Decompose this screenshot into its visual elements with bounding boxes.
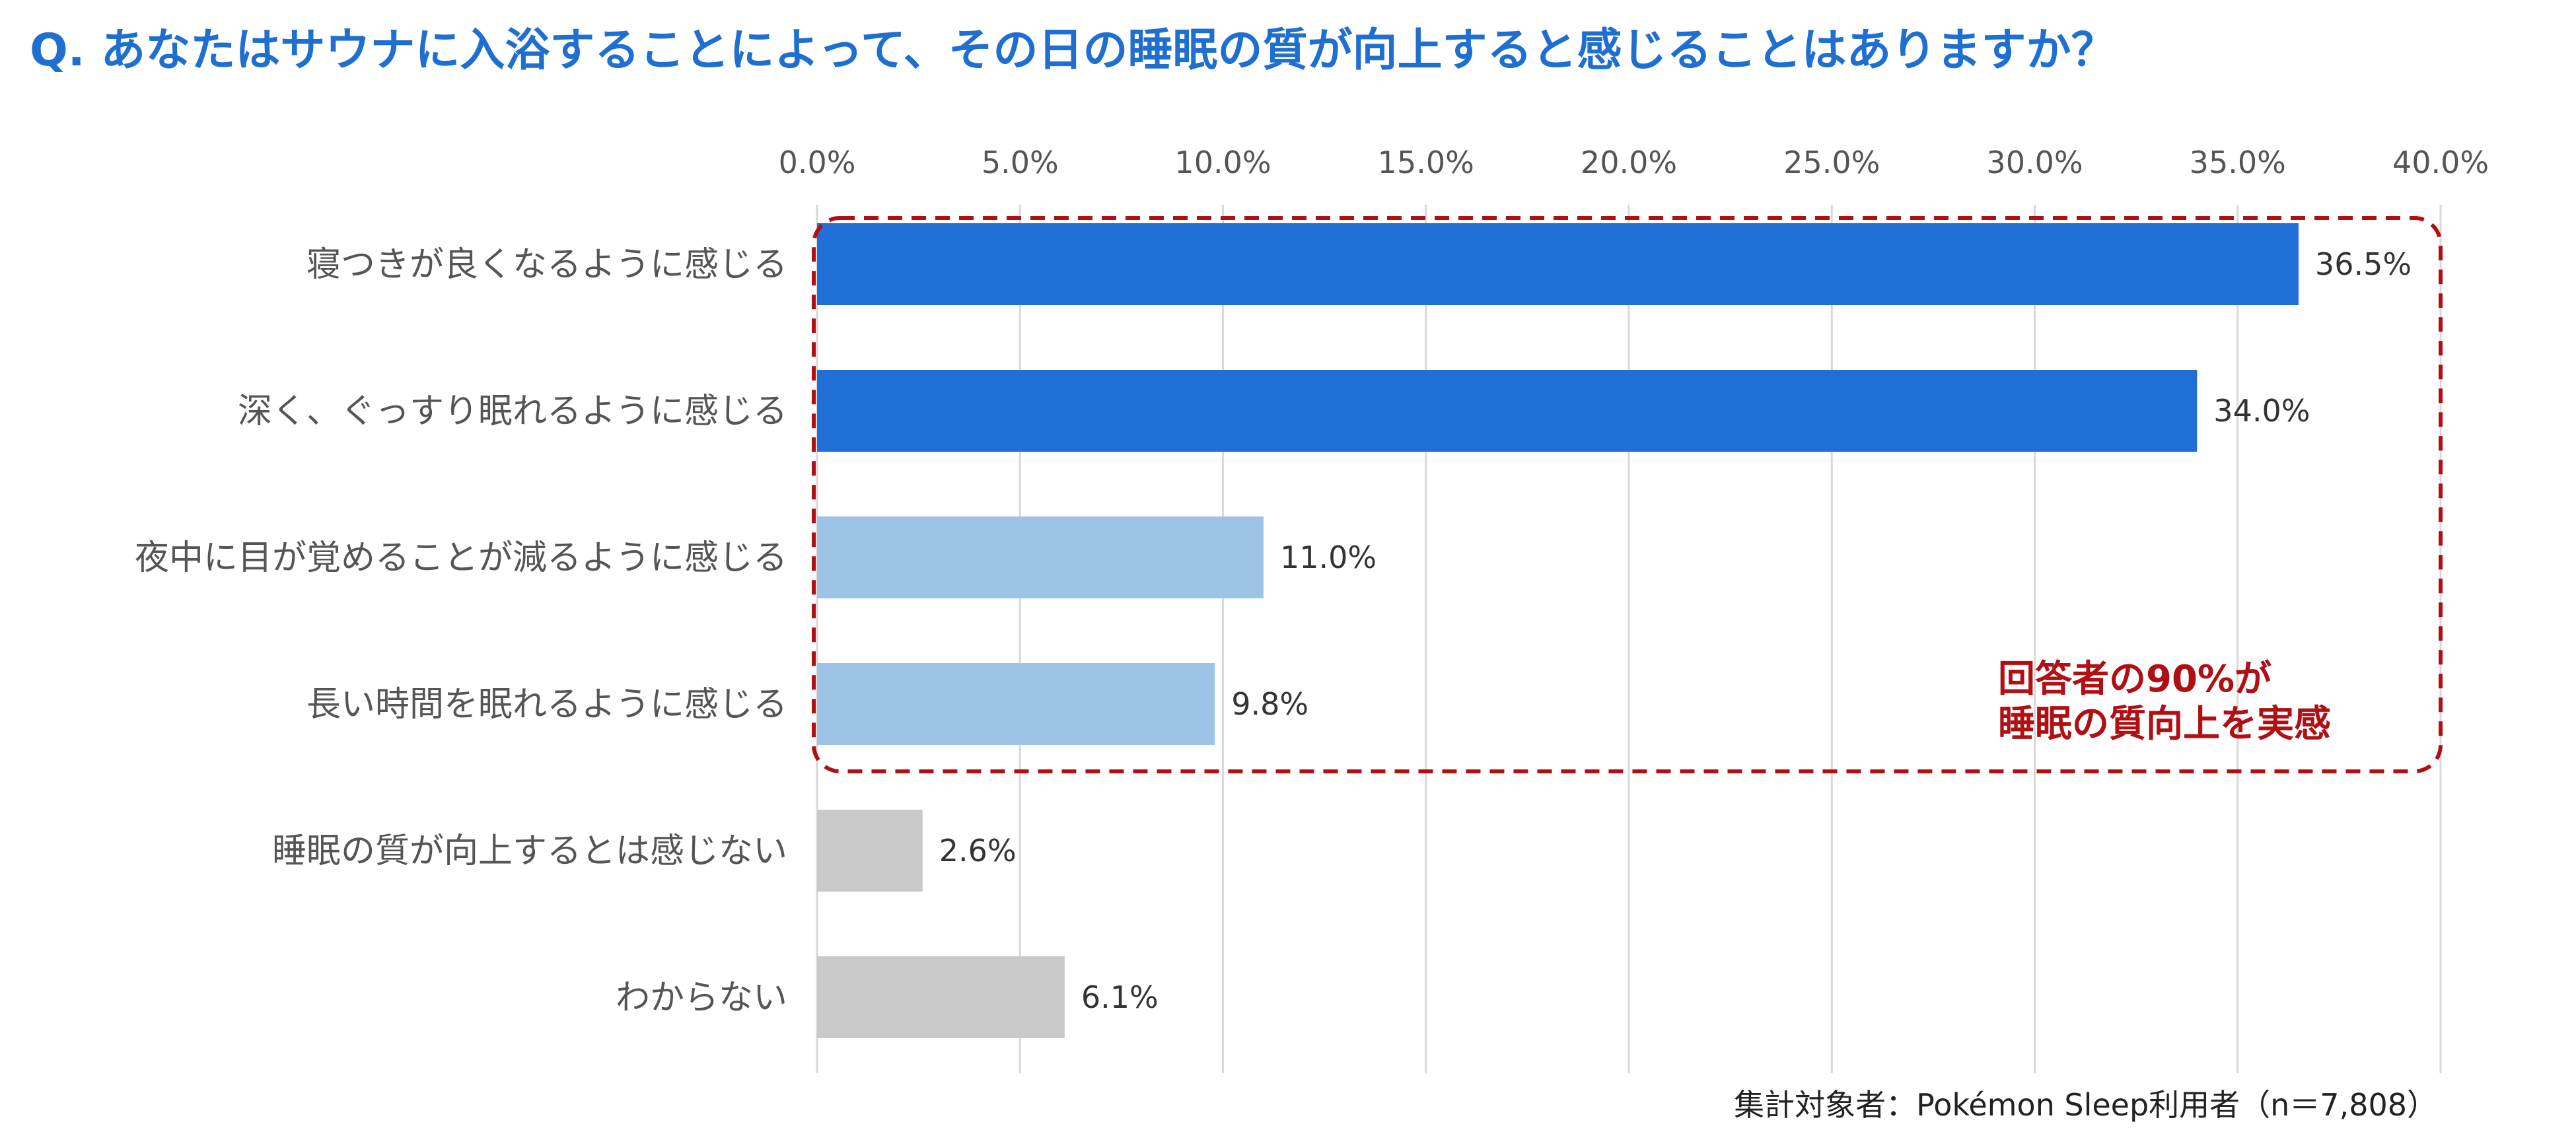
x-tick-label: 35.0% [2190, 145, 2286, 180]
value-label: 2.6% [939, 833, 1017, 868]
x-tick-label: 10.0% [1174, 145, 1271, 180]
category-label: わからない [616, 978, 787, 1018]
bar [817, 810, 923, 892]
page-title: Q. あなたはサウナに入浴することによって、その日の睡眠の質が向上すると感じるこ… [30, 24, 2116, 77]
category-label: 睡眠の質が向上するとは感じない [272, 831, 787, 871]
x-tick-label: 25.0% [1783, 145, 1880, 180]
bar [817, 663, 1215, 745]
x-tick-label: 5.0% [982, 145, 1059, 180]
category-label: 夜中に目が覚めることが減るように感じる [135, 538, 787, 578]
category-label: 長い時間を眠れるように感じる [306, 685, 787, 724]
value-label: 9.8% [1231, 686, 1308, 722]
bar [817, 223, 2299, 305]
bar [817, 370, 2198, 452]
value-label: 6.1% [1081, 979, 1159, 1015]
value-label: 11.0% [1280, 540, 1377, 575]
callout-line-2: 睡眠の質向上を実感 [1998, 703, 2331, 746]
x-tick-label: 30.0% [1986, 145, 2083, 180]
x-tick-label: 0.0% [779, 145, 856, 180]
highlight-callout: 回答者の90%が 睡眠の質向上を実感 [1998, 657, 2331, 747]
callout-line-1: 回答者の90%が [1998, 658, 2272, 701]
x-tick-label: 40.0% [2392, 145, 2489, 180]
x-tick-label: 15.0% [1378, 145, 1474, 180]
x-tick-label: 20.0% [1581, 145, 1677, 180]
highlight-box [812, 216, 2443, 773]
category-label: 寝つきが良くなるように感じる [306, 245, 787, 285]
value-label: 36.5% [2315, 246, 2412, 282]
bar [817, 956, 1065, 1038]
bar [817, 516, 1264, 598]
footnote: 集計対象者：Pokémon Sleep利用者（n＝7,808） [1734, 1087, 2437, 1123]
value-label: 34.0% [2213, 393, 2310, 429]
category-label: 深く、ぐっすり眠れるように感じる [238, 392, 787, 431]
